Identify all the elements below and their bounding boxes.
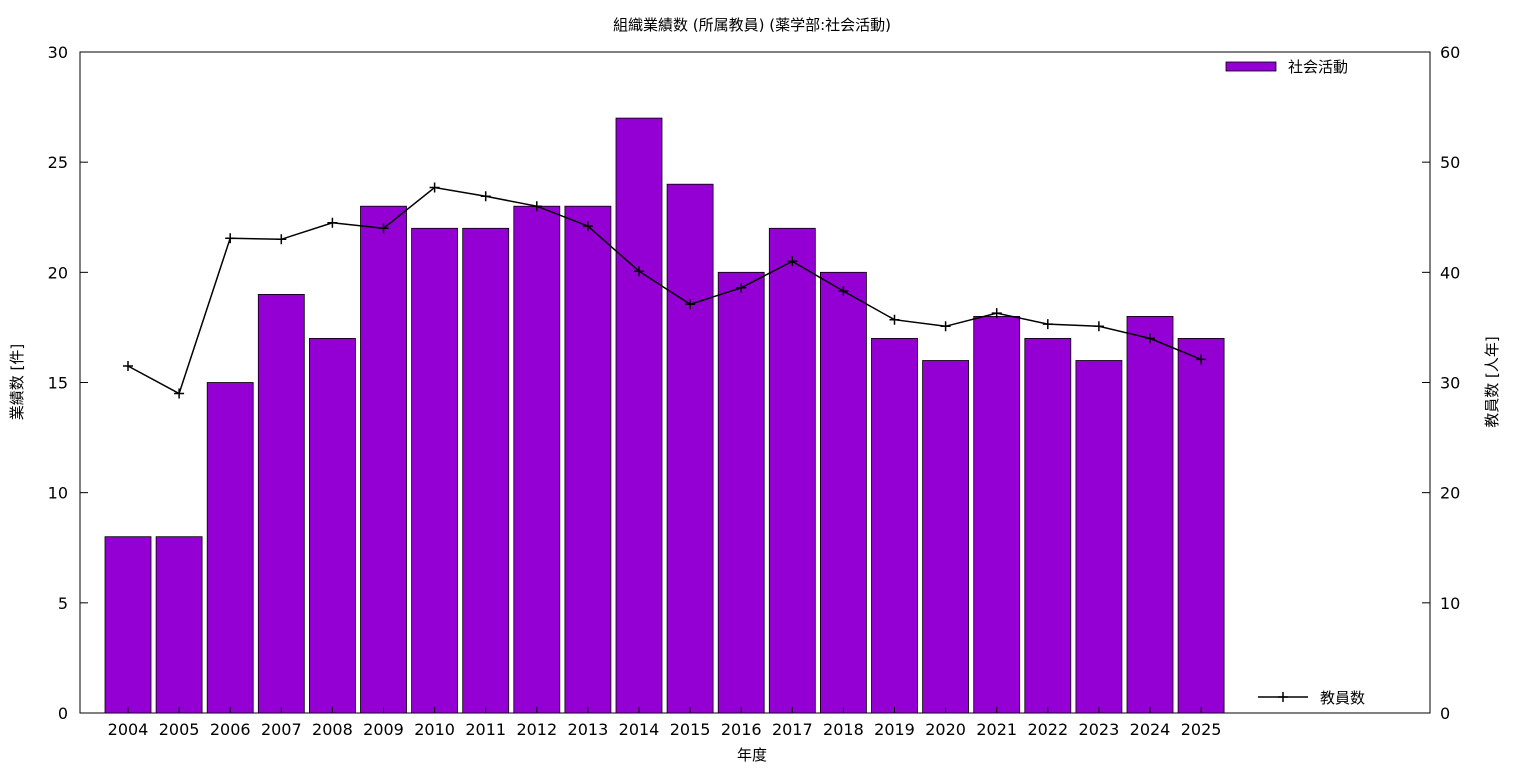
bar-2008 xyxy=(308,337,356,714)
x-tick-label: 2017 xyxy=(772,720,813,739)
point-2017 xyxy=(787,256,798,267)
chart-title: 組織業績数 (所属教員) (薬学部:社会活動) xyxy=(613,16,891,34)
line-teachers xyxy=(127,186,1202,395)
bar-2015 xyxy=(666,183,714,714)
x-tick-label: 2016 xyxy=(721,720,762,739)
x-tick-label: 2013 xyxy=(568,720,609,739)
y-tick-label: 5 xyxy=(58,594,68,613)
bar-group xyxy=(104,117,1225,714)
y-tick-label: 15 xyxy=(48,374,68,393)
x-tick-label: 2023 xyxy=(1079,720,1120,739)
point-2019 xyxy=(889,314,900,325)
y-tick-label: 0 xyxy=(58,704,68,723)
x-tick-label: 2024 xyxy=(1130,720,1171,739)
bar-2009 xyxy=(360,205,407,714)
y-tick-label: 20 xyxy=(48,263,68,282)
x-tick-label: 2022 xyxy=(1027,720,1068,739)
point-2006 xyxy=(225,233,236,244)
x-tick-label: 2012 xyxy=(516,720,557,739)
point-2004 xyxy=(123,361,133,371)
point-2024 xyxy=(1145,333,1155,344)
bar-2020 xyxy=(922,360,969,714)
x-tick-label: 2008 xyxy=(312,720,353,739)
y2-tick-label: 0 xyxy=(1440,704,1450,723)
bar-2021 xyxy=(973,315,1021,714)
bar-2006 xyxy=(206,382,254,714)
bar-2011 xyxy=(462,227,510,714)
x-axis-label: 年度 xyxy=(737,746,767,764)
legend-bar: 社会活動 xyxy=(1225,58,1348,76)
x-tick-label: 2006 xyxy=(210,720,251,739)
bar-2004 xyxy=(104,536,152,714)
bar-2013 xyxy=(564,205,612,714)
x-tick-label: 2004 xyxy=(108,720,149,739)
legend-line-label: 教員数 xyxy=(1320,689,1365,707)
point-2018 xyxy=(838,286,849,297)
point-2011 xyxy=(480,191,491,202)
bar-2025 xyxy=(1177,337,1225,714)
x-axis: 2004 2005 2006 2007 2008 2009 2010 2011 2012 2013… xyxy=(108,707,1222,739)
point-2022 xyxy=(1042,319,1053,330)
point-2009 xyxy=(378,223,389,234)
point-2007 xyxy=(276,234,287,245)
y2-tick-label: 60 xyxy=(1440,43,1460,62)
y2-tick-label: 50 xyxy=(1440,153,1460,172)
x-tick-label: 2005 xyxy=(159,720,200,739)
y2-tick-label: 40 xyxy=(1440,263,1460,282)
x-tick-label: 2007 xyxy=(261,720,302,739)
point-2025 xyxy=(1196,354,1207,365)
bar-2016 xyxy=(717,271,765,714)
bar-2024 xyxy=(1126,315,1174,714)
x-tick-label: 2021 xyxy=(976,720,1017,739)
x-tick-label: 2019 xyxy=(874,720,915,739)
point-2014 xyxy=(634,266,644,277)
legend-line-marker xyxy=(1278,692,1288,702)
bar-2023 xyxy=(1075,360,1123,714)
x-tick-label: 2020 xyxy=(925,720,966,739)
legend-bar-label: 社会活動 xyxy=(1288,58,1348,76)
y2-tick-label: 30 xyxy=(1440,374,1460,393)
x-tick-label: 2018 xyxy=(823,720,864,739)
bar-2022 xyxy=(1024,337,1072,714)
bar-2005 xyxy=(155,536,203,714)
point-2020 xyxy=(940,321,951,332)
point-2016 xyxy=(736,282,747,293)
y2-tick-label: 10 xyxy=(1440,594,1460,613)
point-2021 xyxy=(991,308,1002,319)
legend-bar-swatch xyxy=(1225,61,1277,72)
x-tick-label: 2014 xyxy=(619,720,660,739)
point-2005 xyxy=(174,388,185,399)
point-2015 xyxy=(685,299,696,310)
point-2023 xyxy=(1093,321,1104,332)
point-2008 xyxy=(327,217,338,228)
bar-2014 xyxy=(615,117,663,714)
x-tick-label: 2025 xyxy=(1181,720,1222,739)
y-axis-left: 0 5 10 15 20 25 30 xyxy=(48,43,88,723)
y-tick-label: 30 xyxy=(48,43,68,62)
y2-tick-label: 20 xyxy=(1440,484,1460,503)
x-tick-label: 2010 xyxy=(414,720,455,739)
bar-2007 xyxy=(257,293,305,714)
y2-axis-label: 教員数 [人年] xyxy=(1483,336,1501,427)
point-2012 xyxy=(531,201,542,212)
x-tick-label: 2015 xyxy=(670,720,711,739)
line-group xyxy=(123,182,1207,399)
y-axis-right: 0 10 20 30 40 50 60 xyxy=(1422,43,1460,723)
x-tick-label: 2009 xyxy=(363,720,404,739)
y-tick-label: 25 xyxy=(48,153,68,172)
point-2013 xyxy=(582,221,593,232)
bar-2017 xyxy=(768,227,816,714)
y-tick-label: 10 xyxy=(48,484,68,503)
legend-line: 教員数 xyxy=(1258,689,1365,707)
bar-2012 xyxy=(513,205,561,714)
bar-2018 xyxy=(820,271,867,714)
y-axis-label: 業績数 [件] xyxy=(8,344,26,420)
point-2010 xyxy=(429,182,440,193)
bar-2010 xyxy=(411,227,459,714)
bar-2019 xyxy=(871,337,918,714)
x-tick-label: 2011 xyxy=(465,720,506,739)
